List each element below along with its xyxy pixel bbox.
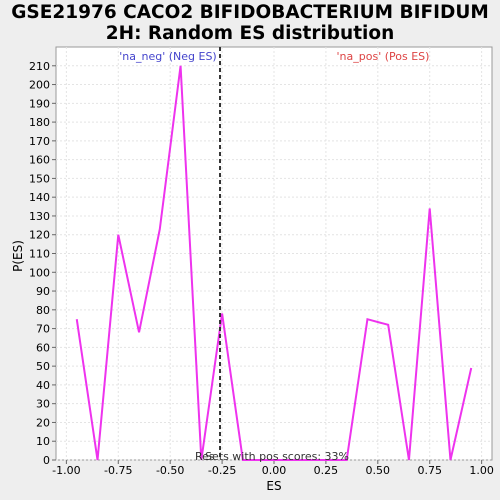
neg-es-label: 'na_neg' (Neg ES) — [119, 50, 216, 63]
y-tick-label: 160 — [29, 154, 50, 167]
y-tick-label: 100 — [29, 266, 50, 279]
x-tick-label: -1.00 — [52, 464, 80, 477]
y-axis-title: P(ES) — [11, 240, 25, 272]
y-tick-label: 0 — [43, 454, 50, 467]
y-tick-label: 130 — [29, 210, 50, 223]
y-axis-ticks: 0 10 20 30 40 50 60 70 80 90 100 110 120 130 140 150 160… — [29, 60, 56, 467]
pos-es-label: 'na_pos' (Pos ES) — [337, 50, 430, 63]
y-tick-label: 50 — [36, 360, 50, 373]
y-tick-label: 170 — [29, 135, 50, 148]
x-tick-label: -0.25 — [208, 464, 236, 477]
y-tick-label: 60 — [36, 341, 50, 354]
y-tick-label: 140 — [29, 191, 50, 204]
y-tick-label: 210 — [29, 60, 50, 73]
y-tick-label: 30 — [36, 398, 50, 411]
x-tick-label: -0.75 — [104, 464, 132, 477]
x-tick-label: 1.00 — [469, 464, 494, 477]
y-tick-label: 10 — [36, 435, 50, 448]
y-tick-label: 20 — [36, 416, 50, 429]
x-tick-label: 0.75 — [417, 464, 442, 477]
y-tick-label: 110 — [29, 248, 50, 261]
y-tick-label: 190 — [29, 97, 50, 110]
y-tick-label: 90 — [36, 285, 50, 298]
x-tick-label: 0.00 — [262, 464, 287, 477]
x-tick-label: 0.50 — [366, 464, 391, 477]
y-tick-label: 180 — [29, 116, 50, 129]
y-tick-label: 40 — [36, 379, 50, 392]
y-tick-label: 150 — [29, 172, 50, 185]
x-tick-label: 0.25 — [314, 464, 339, 477]
y-tick-label: 70 — [36, 323, 50, 336]
y-tick-label: 80 — [36, 304, 50, 317]
pos-scores-annotation: Sets with pos scores: 33% — [205, 450, 349, 463]
y-tick-label: 200 — [29, 79, 50, 92]
x-axis-title: ES — [266, 479, 281, 493]
x-tick-label: -0.50 — [156, 464, 184, 477]
y-tick-label: 120 — [29, 229, 50, 242]
